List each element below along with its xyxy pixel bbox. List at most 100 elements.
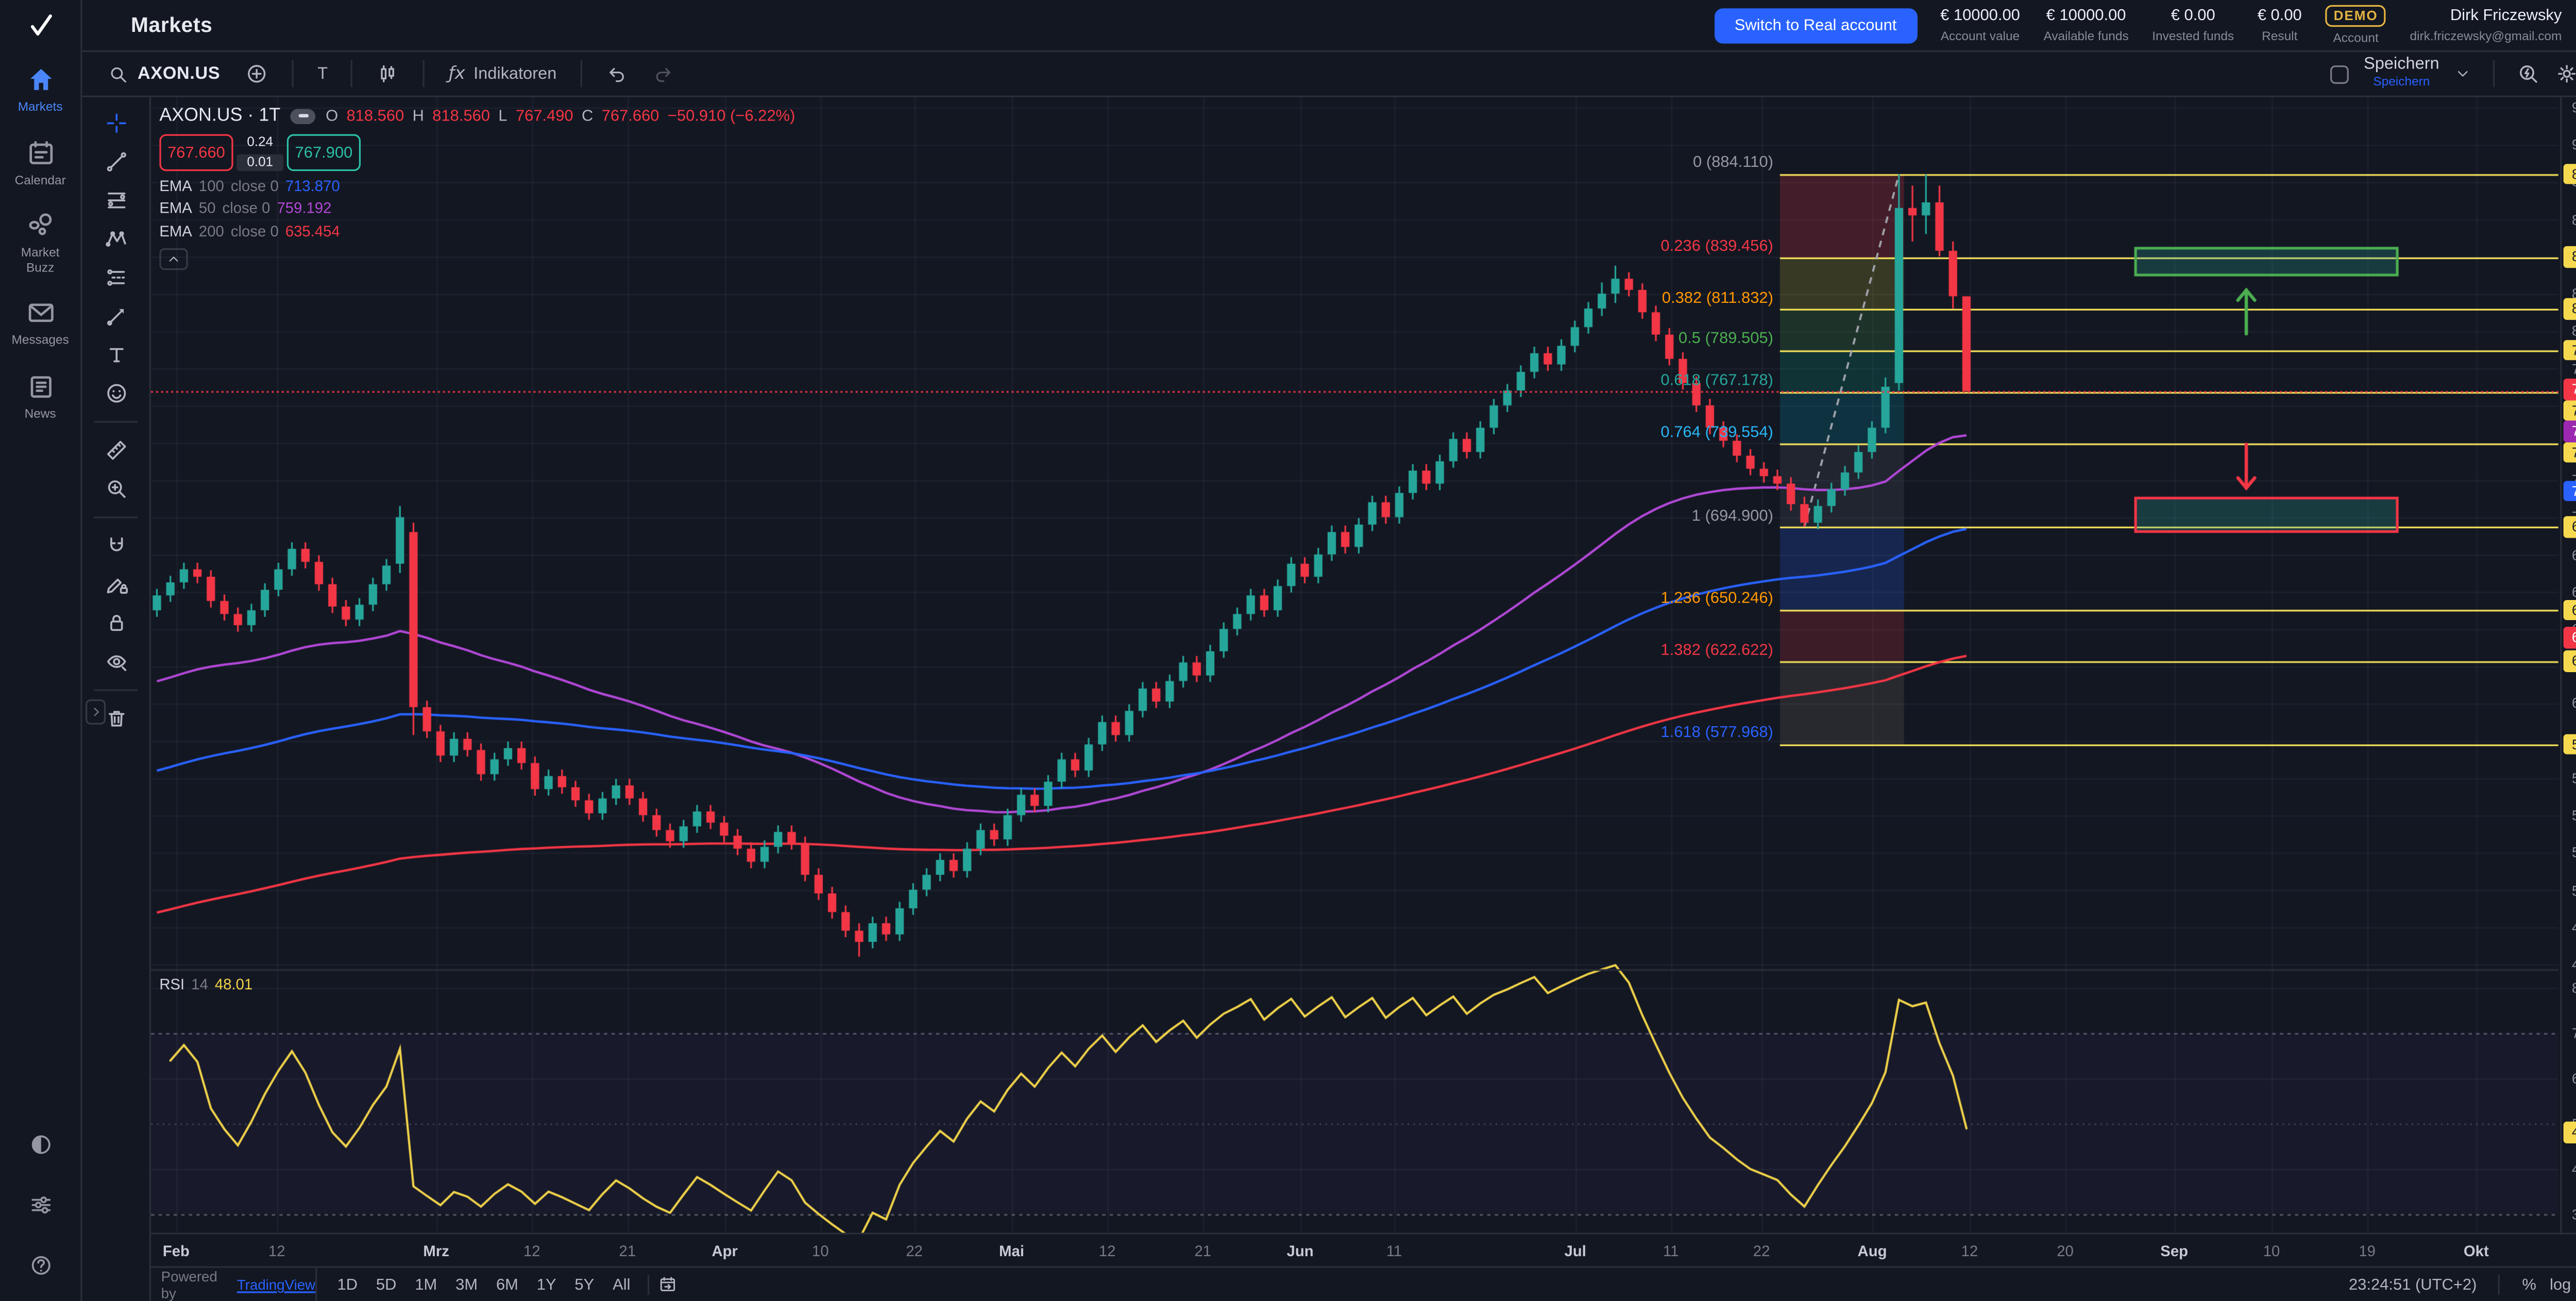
topbar-right: Switch to Real account € 10000.00 Account… xyxy=(1714,5,2576,45)
draw-lock-tool[interactable] xyxy=(97,570,134,598)
rsi-axis-tick: 60.00 xyxy=(2572,1070,2576,1087)
price-axis-badge: 767.660 xyxy=(2563,379,2576,400)
legend-symbol-interval[interactable]: AXON.US · 1T xyxy=(159,106,281,126)
chart-style-button[interactable] xyxy=(368,57,408,91)
emoji-tool[interactable] xyxy=(97,379,134,407)
sidebar-item-market-buzz[interactable]: Market Buzz xyxy=(0,210,80,275)
buy-button[interactable]: 767.900 xyxy=(286,134,361,172)
price-axis-tick: 800.000 xyxy=(2572,322,2576,339)
scale-button-percent[interactable]: % xyxy=(2522,1275,2536,1294)
range-button-5y[interactable]: 5Y xyxy=(574,1275,595,1294)
crosshair-tool[interactable] xyxy=(97,109,134,138)
gear-icon[interactable] xyxy=(2555,62,2576,85)
ruler-tool[interactable] xyxy=(97,436,134,465)
symbol-search-button[interactable]: AXON.US xyxy=(99,58,229,90)
time-axis-tick: Okt xyxy=(2463,1242,2489,1259)
fib-level-label: 0.236 (839.456) xyxy=(1660,237,1773,256)
legend-collapse-button[interactable] xyxy=(159,247,188,269)
stat-value: € 10000.00 xyxy=(2046,7,2126,25)
pattern-tool[interactable] xyxy=(97,225,134,253)
range-button-5d[interactable]: 5D xyxy=(376,1275,397,1294)
range-button-6m[interactable]: 6M xyxy=(496,1275,518,1294)
ema-legend-row[interactable]: EMA 200 close 0 635.454 xyxy=(159,222,795,239)
range-button-3m[interactable]: 3M xyxy=(455,1275,478,1294)
scale-button-log[interactable]: log xyxy=(2549,1275,2571,1294)
sidebar-item-calendar[interactable]: Calendar xyxy=(0,136,80,187)
sidebar-item-label: Markets xyxy=(18,99,63,114)
user-info: Dirk Friczewsky dirk.friczewsky@gmail.co… xyxy=(2410,7,2562,44)
tradingview-link[interactable]: TradingView xyxy=(236,1276,316,1293)
mail-icon xyxy=(24,297,56,329)
sidebar-item-news[interactable]: News xyxy=(0,370,80,421)
trade-panel: 767.660 0.24 0.01 767.900 xyxy=(159,134,795,172)
arrow-tool[interactable] xyxy=(97,302,134,330)
sidebar-item-markets[interactable]: Markets xyxy=(0,64,80,115)
fib-level-label: 0 (884.110) xyxy=(1692,154,1773,173)
price-axis-tick: 780.000 xyxy=(2572,360,2576,377)
demo-badge-label: Account xyxy=(2333,30,2379,45)
time-axis-tick: Mai xyxy=(999,1242,1024,1259)
position-tool xyxy=(103,265,128,290)
price-axis[interactable]: 920.000900.000880.000860.000840.000820.0… xyxy=(2560,97,2576,1233)
brand-logo-icon xyxy=(0,0,80,50)
draw-lock-tool xyxy=(103,572,128,597)
buzz-icon xyxy=(24,210,56,242)
redo-button[interactable] xyxy=(644,58,683,90)
save-label: Speichern xyxy=(2364,55,2439,74)
bottom-toolbar-right: 23:24:51 (UTC+2) %logauto xyxy=(2348,1274,2576,1295)
position-tool[interactable] xyxy=(97,263,134,292)
trendline-tool[interactable] xyxy=(97,148,134,176)
account-stats: € 10000.00 Account value € 10000.00 Availab… xyxy=(1940,7,2302,44)
price-chart-canvas[interactable] xyxy=(151,97,2558,1233)
price-axis-badge: 767.178 xyxy=(2563,400,2576,421)
interval-button[interactable]: T xyxy=(317,64,328,83)
range-button-all[interactable]: All xyxy=(613,1275,631,1294)
ema-legend-row[interactable]: EMA 100 close 0 713.870 xyxy=(159,177,795,194)
time-axis-tick: 22 xyxy=(906,1242,923,1259)
spread-info: 0.24 0.01 xyxy=(236,134,284,172)
save-checkbox[interactable] xyxy=(2330,64,2349,83)
range-button-1y[interactable]: 1Y xyxy=(536,1275,556,1294)
ema-value: 713.870 xyxy=(285,177,340,194)
clock[interactable]: 23:24:51 (UTC+2) xyxy=(2348,1275,2477,1294)
add-symbol-button[interactable] xyxy=(237,57,277,91)
zoom-in-tool[interactable] xyxy=(97,475,134,503)
legend-ohlc: O 818.560 H 818.560 L 767.490 C 767.660 −50.910 … xyxy=(326,107,795,125)
chevron-down-icon[interactable] xyxy=(2454,65,2471,82)
sell-button[interactable]: 767.660 xyxy=(159,134,233,172)
switch-real-account-button[interactable]: Switch to Real account xyxy=(1714,7,1917,43)
news-icon xyxy=(24,370,56,402)
fib-retracement-tool[interactable] xyxy=(97,186,134,214)
indicators-button[interactable]: ƒx Indikatoren xyxy=(440,59,565,89)
change-value: −50.910 (−6.22%) xyxy=(667,106,795,125)
price-axis-badge: 713.870 xyxy=(2563,481,2576,502)
help-button[interactable] xyxy=(28,1253,53,1286)
magnet-tool[interactable] xyxy=(97,532,134,560)
range-button-1m[interactable]: 1M xyxy=(415,1275,437,1294)
go-to-date-icon[interactable] xyxy=(657,1275,677,1295)
rsi-legend[interactable]: RSI 14 48.01 xyxy=(159,976,252,993)
price-axis-tick: 680.000 xyxy=(2572,546,2576,563)
save-layout-button[interactable]: Speichern Speichern xyxy=(2364,55,2439,91)
time-axis[interactable]: Feb 12 Mrz 12 21 Apr 10 22 Mai 12 21 Jun 11 Jul 11 22 Au… xyxy=(151,1232,2576,1266)
price-axis-badge: 622.622 xyxy=(2563,650,2576,672)
time-axis-tick: 11 xyxy=(1663,1242,1679,1259)
sliders-button[interactable] xyxy=(28,1192,53,1226)
time-axis-tick: 20 xyxy=(2057,1242,2074,1259)
text-tool[interactable] xyxy=(97,340,134,369)
price-axis-tick: 600.000 xyxy=(2572,695,2576,712)
main-column: Markets Switch to Real account € 10000.0… xyxy=(82,0,2576,1301)
hide-drawings-tool[interactable] xyxy=(97,647,134,676)
legend-more-button[interactable] xyxy=(290,108,316,124)
lock-all-tool[interactable] xyxy=(97,609,134,637)
ema-legend-row[interactable]: EMA 50 close 0 759.192 xyxy=(159,199,795,216)
drawing-toolbar-expander[interactable] xyxy=(86,699,106,725)
undo-button[interactable] xyxy=(597,58,635,90)
trash-tool[interactable] xyxy=(97,705,134,733)
price-axis-tick: 460.000 xyxy=(2572,956,2576,973)
sidebar-item-messages[interactable]: Messages xyxy=(0,297,80,348)
range-button-1d[interactable]: 1D xyxy=(337,1275,358,1294)
stat-label: Invested funds xyxy=(2152,28,2234,44)
contrast-button[interactable] xyxy=(28,1132,53,1166)
quick-search-icon[interactable] xyxy=(2516,62,2540,85)
